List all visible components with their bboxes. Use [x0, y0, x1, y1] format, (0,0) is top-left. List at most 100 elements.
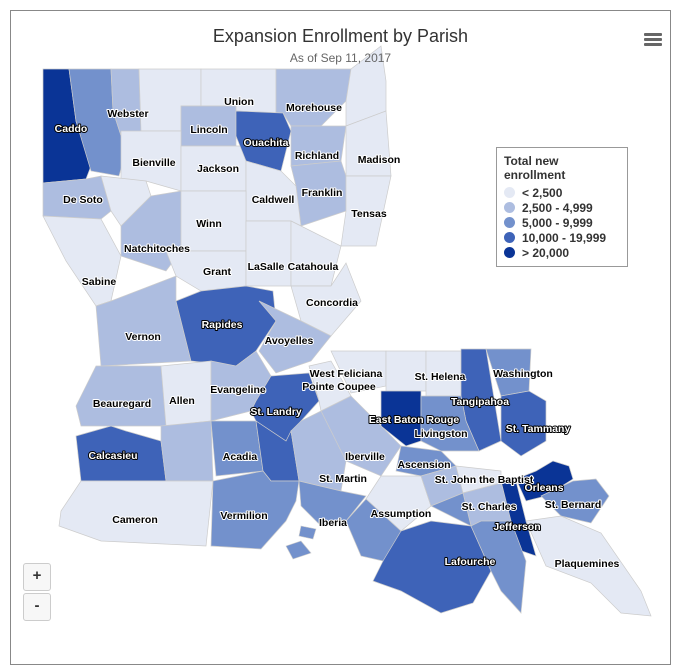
- parish-unlabeled[interactable]: [160, 420, 214, 482]
- parish-label: Evangeline: [210, 384, 266, 396]
- parish-allen[interactable]: [160, 360, 212, 427]
- parish-label: Madison: [358, 154, 401, 166]
- parish-plaquemines[interactable]: [525, 515, 652, 617]
- parish-label: Tangipahoa: [451, 396, 509, 408]
- parish-label: Grant: [203, 266, 232, 278]
- parish-label: Tensas: [351, 208, 387, 220]
- parish-label: St. Bernard: [545, 499, 602, 511]
- legend-swatch: [504, 232, 515, 243]
- zoom-out-button[interactable]: -: [23, 593, 51, 621]
- legend-label: < 2,500: [522, 185, 563, 200]
- parish-label: Union: [224, 96, 254, 108]
- parish-label: Assumption: [371, 508, 432, 520]
- parish-unlabeled[interactable]: [345, 498, 402, 562]
- parish-label: Natchitoches: [124, 243, 190, 255]
- parish-label: Acadia: [223, 451, 258, 463]
- parish-label: Cameron: [112, 514, 158, 526]
- parish-label: Morehouse: [286, 102, 342, 114]
- parish-label: Franklin: [302, 187, 343, 199]
- parish-label: Calcasieu: [88, 450, 137, 462]
- parish-label: Iberia: [319, 517, 347, 529]
- parish-label: Livingston: [414, 428, 467, 440]
- parish-label: St. Landry: [250, 406, 302, 418]
- parish-label: Ouachita: [244, 137, 289, 149]
- parish-label: Jackson: [197, 163, 239, 175]
- parish-label: St. Charles: [462, 501, 517, 513]
- parish-st-tammany[interactable]: [500, 390, 547, 457]
- legend-label: 5,000 - 9,999: [522, 215, 593, 230]
- parish-map: Caddo Webster Union Morehouse Lincoln Bienvil…: [42, 45, 652, 617]
- parish-lafourche[interactable]: [365, 520, 492, 614]
- map-chart-container: Caddo Webster Union Morehouse Lincoln Bienvil…: [10, 10, 671, 665]
- parish-label: Catahoula: [288, 261, 339, 273]
- zoom-in-button[interactable]: +: [23, 563, 51, 591]
- legend-label: 10,000 - 19,999: [522, 230, 607, 245]
- parish-lasalle[interactable]: [245, 220, 292, 287]
- parish-vermilion[interactable]: [210, 470, 300, 550]
- parish-orleans[interactable]: [515, 460, 574, 502]
- island-shape: [285, 540, 312, 560]
- parish-east-baton-rouge[interactable]: [380, 390, 422, 447]
- parish-label: Caldwell: [252, 194, 295, 206]
- parish-label: Avoyelles: [265, 335, 314, 347]
- legend-item[interactable]: 10,000 - 19,999: [504, 230, 620, 245]
- chart-title: Expansion Enrollment by Parish: [212, 26, 469, 46]
- parish-beauregard[interactable]: [75, 365, 167, 427]
- parish-label: Lincoln: [190, 124, 227, 136]
- hamburger-menu-icon[interactable]: [644, 33, 662, 49]
- legend-swatch: [504, 247, 515, 258]
- parish-label: St. Tammany: [506, 423, 571, 435]
- legend-title: Total new enrollment: [504, 154, 566, 182]
- legend: Total new enrollment < 2,500 2,500 - 4,99…: [496, 147, 628, 267]
- parish-label: Caddo: [55, 123, 88, 135]
- parish-label: Ascension: [397, 459, 450, 471]
- parish-label: LaSalle: [248, 261, 285, 273]
- legend-item[interactable]: > 20,000: [504, 245, 620, 260]
- parish-cameron[interactable]: [58, 480, 214, 547]
- parish-label: Plaquemines: [555, 558, 620, 570]
- parish-assumption[interactable]: [365, 475, 432, 532]
- parish-label: Bienville: [132, 157, 175, 169]
- island-shape: [298, 525, 317, 540]
- parish-label: Sabine: [82, 276, 117, 288]
- parish-label: Orleans: [524, 482, 563, 494]
- legend-item[interactable]: 2,500 - 4,999: [504, 200, 620, 215]
- parish-label: St. Helena: [415, 371, 466, 383]
- parish-bienville[interactable]: [120, 130, 182, 192]
- parish-label: Pointe Coupee: [302, 381, 376, 393]
- legend-swatch: [504, 202, 515, 213]
- parish-morehouse[interactable]: [275, 68, 352, 127]
- legend-swatch: [504, 187, 515, 198]
- parish-label: Concordia: [306, 297, 358, 309]
- parish-label: St. John the Baptist: [435, 474, 534, 486]
- legend-swatch: [504, 217, 515, 228]
- parish-label: Vermilion: [220, 510, 267, 522]
- legend-item[interactable]: 5,000 - 9,999: [504, 215, 620, 230]
- legend-label: 2,500 - 4,999: [522, 200, 593, 215]
- parish-label: Allen: [169, 395, 195, 407]
- parish-label: West Feliciana: [310, 368, 383, 380]
- parish-unlabeled[interactable]: [430, 492, 527, 614]
- parish-label: De Soto: [63, 194, 103, 206]
- parish-acadia[interactable]: [210, 420, 264, 477]
- legend-item[interactable]: < 2,500: [504, 185, 620, 200]
- parish-label: Webster: [107, 108, 148, 120]
- parish-sabine[interactable]: [42, 215, 122, 307]
- parish-label: Iberville: [345, 451, 385, 463]
- parish-label: Washington: [493, 368, 553, 380]
- parish-label: Vernon: [125, 331, 161, 343]
- parish-label: Lafourche: [445, 556, 496, 568]
- parish-label: East Baton Rouge: [369, 414, 460, 426]
- legend-label: > 20,000: [522, 245, 570, 260]
- parish-label: Richland: [295, 150, 339, 162]
- parish-label: Winn: [196, 218, 222, 230]
- parish-livingston[interactable]: [420, 395, 480, 452]
- parish-catahoula[interactable]: [290, 220, 342, 287]
- parish-label: St. Martin: [319, 473, 367, 485]
- parish-tensas[interactable]: [340, 175, 392, 247]
- parish-label: Beauregard: [93, 398, 151, 410]
- parish-label: Jefferson: [493, 521, 540, 533]
- parish-label: Rapides: [202, 319, 243, 331]
- parish-avoyelles[interactable]: [258, 300, 332, 374]
- chart-subtitle: As of Sep 11, 2017: [289, 51, 392, 65]
